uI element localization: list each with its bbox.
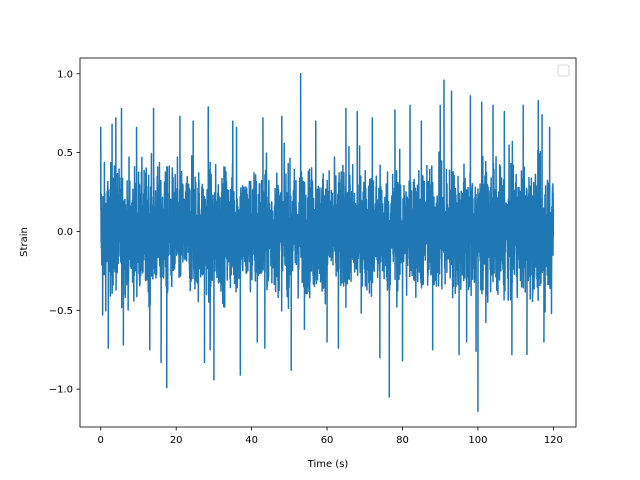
x-tick-label: 40 [245, 435, 258, 446]
x-tick-label: 100 [468, 435, 487, 446]
y-tick-label: 0.0 [57, 227, 73, 238]
y-tick-label: −1.0 [49, 385, 73, 396]
x-tick-label: 0 [98, 435, 104, 446]
x-tick-label: 20 [170, 435, 183, 446]
x-axis-label: Time (s) [307, 459, 349, 470]
x-tick-label: 60 [321, 435, 334, 446]
ticks-layer: 0 20 40 60 80 100 120 −1.0 −0.5 0.0 0.5 1.0 [49, 69, 563, 446]
y-tick-label: 1.0 [57, 69, 73, 80]
legend-box [557, 64, 570, 77]
plot-frame [79, 57, 577, 428]
y-axis-label: Strain [19, 227, 30, 257]
y-tick-label: −0.5 [49, 306, 73, 317]
x-tick-label: 120 [544, 435, 563, 446]
strain-series-line [100, 73, 555, 412]
y-tick-label: 0.5 [57, 148, 73, 159]
series-layer [100, 73, 555, 412]
x-tick-label: 80 [396, 435, 409, 446]
